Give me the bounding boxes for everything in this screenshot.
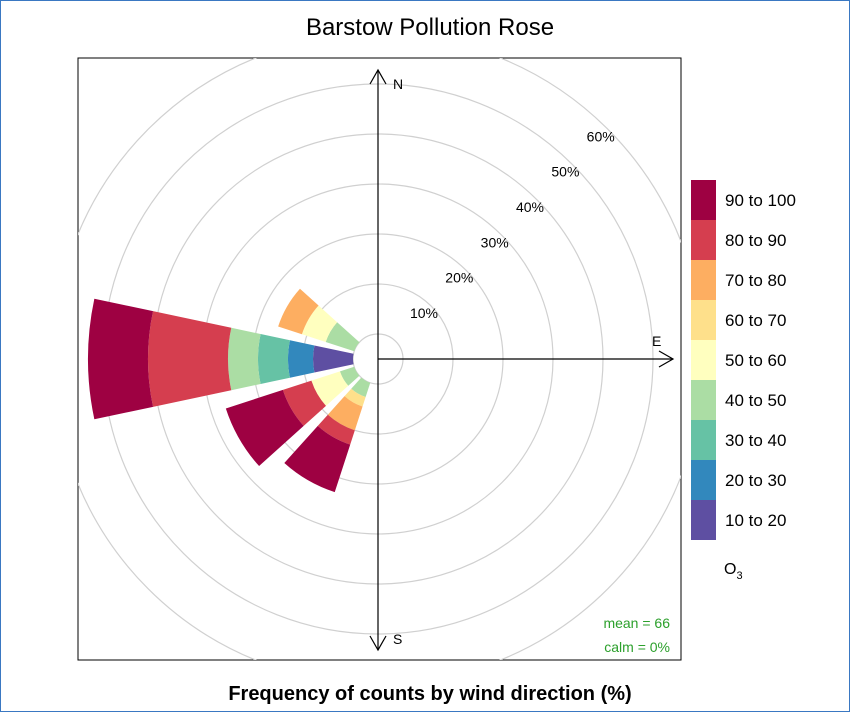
x-axis-label: Frequency of counts by wind direction (%… <box>228 683 631 705</box>
compass-axes: N E S <box>369 68 675 652</box>
ring-label-4: 40% <box>516 199 544 215</box>
sector-270-bin-8 <box>148 311 232 407</box>
legend-swatch-7 <box>691 260 716 300</box>
sectors <box>88 288 371 493</box>
sector-210-bin-9 <box>284 425 351 493</box>
ring-labels: 10% 20% 30% 40% 50% 60% <box>410 128 615 321</box>
legend-title-main: O <box>724 561 736 578</box>
legend-label-1: 10 to 20 <box>725 511 786 530</box>
south-label: S <box>393 631 402 647</box>
legend-title: O3 <box>724 561 743 582</box>
legend-swatch-8 <box>691 220 716 260</box>
legend-swatch-3 <box>691 420 716 460</box>
sector-300-bin-7 <box>278 288 319 335</box>
sector-210-bin-4 <box>351 377 371 398</box>
ring-label-5: 50% <box>551 164 579 180</box>
legend-label-2: 20 to 30 <box>725 471 786 490</box>
sector-210-bin-7 <box>327 396 363 431</box>
legend-swatch-4 <box>691 380 716 420</box>
ring-label-2: 20% <box>445 270 473 286</box>
mean-annotation: mean = 66 <box>603 615 670 631</box>
north-label: N <box>393 76 403 92</box>
legend-label-3: 30 to 40 <box>725 431 786 450</box>
legend-swatch-6 <box>691 300 716 340</box>
legend-label-4: 40 to 50 <box>725 391 786 410</box>
north-arrow <box>369 68 387 85</box>
legend-title-subscript: 3 <box>736 570 742 582</box>
sector-240-bin-4 <box>339 366 360 386</box>
legend-label-7: 70 to 80 <box>725 271 786 290</box>
legend-swatch-1 <box>691 500 716 540</box>
east-arrow <box>658 350 675 368</box>
sector-210-bin-8 <box>317 414 355 445</box>
legend-label-5: 50 to 60 <box>725 351 786 370</box>
sector-240-bin-5 <box>311 371 349 406</box>
south-arrow <box>369 635 387 652</box>
legend-label-6: 60 to 70 <box>725 311 786 330</box>
ring-label-1: 10% <box>410 305 438 321</box>
sector-300-bin-5 <box>301 305 338 342</box>
ring-label-6: 60% <box>587 128 615 144</box>
legend-swatch-5 <box>691 340 716 380</box>
sector-240-bin-9 <box>225 389 304 467</box>
legend: 90 to 100 80 to 90 70 to 80 60 to 70 50 to 6… <box>691 180 796 540</box>
legend-label-8: 80 to 90 <box>725 231 786 250</box>
sector-270-bin-2 <box>288 340 315 378</box>
sector-270-bin-1 <box>313 345 354 373</box>
chart-title: Barstow Pollution Rose <box>306 14 554 41</box>
east-label: E <box>652 333 661 349</box>
ring-label-3: 30% <box>481 234 509 250</box>
legend-swatch-2 <box>691 460 716 500</box>
sector-270-bin-3 <box>257 334 290 384</box>
sector-270-bin-4 <box>228 327 261 391</box>
sector-210-bin-6 <box>344 388 366 407</box>
calm-annotation: calm = 0% <box>604 639 670 655</box>
sector-270-bin-9 <box>88 298 154 420</box>
legend-swatch-9 <box>691 180 716 220</box>
sector-300-bin-4 <box>325 322 360 352</box>
sector-240-bin-8 <box>282 380 326 426</box>
legend-label-9: 90 to 100 <box>725 191 796 210</box>
